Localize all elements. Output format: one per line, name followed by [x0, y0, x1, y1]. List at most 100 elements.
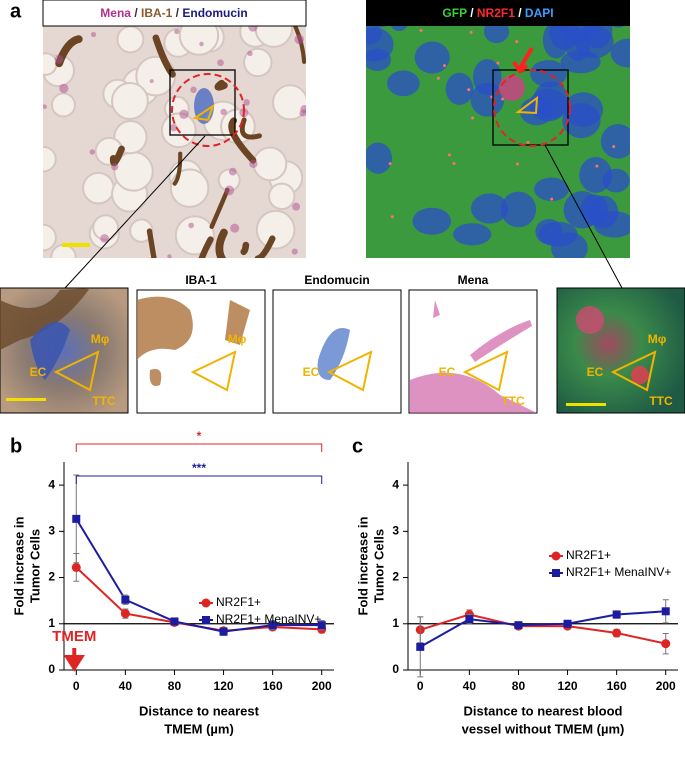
x-tick-label: 0: [73, 679, 80, 693]
dot: [299, 109, 306, 117]
triangle: [192, 103, 215, 122]
dot: [501, 97, 505, 101]
stain: [146, 228, 157, 258]
zoom-box: [169, 69, 236, 136]
legend-label: NR2F1+ MenaINV+: [566, 565, 671, 579]
x-tick-label: 120: [214, 679, 234, 693]
marker: [514, 621, 523, 630]
caption: Mena / IBA-1 / Endomucin: [100, 6, 247, 20]
stain: [0, 288, 90, 350]
x-tick-label: 200: [312, 679, 332, 693]
dot: [149, 79, 154, 84]
tmem-label: TMEM: [52, 628, 96, 645]
marker: [170, 617, 179, 626]
x-tick-label: 80: [168, 679, 182, 693]
marker: [661, 639, 671, 649]
nucleus: [366, 142, 392, 174]
nucleus: [453, 223, 492, 246]
y-axis-label: Tumor Cells: [371, 529, 386, 603]
cell: [267, 182, 296, 211]
panel-label: a: [10, 0, 22, 22]
dot: [292, 202, 301, 211]
y-axis-label: Fold increase in: [11, 516, 26, 615]
caption: GFP / NR2F1 / DAPI: [442, 6, 553, 20]
nucleus: [631, 366, 649, 384]
nucleus: [387, 70, 420, 97]
nucleus: [542, 21, 570, 59]
nucleus: [470, 193, 509, 224]
cell: [111, 82, 149, 120]
caption-part: IBA-1: [141, 6, 173, 20]
y-tick-label: 2: [392, 570, 399, 584]
triangle: [515, 95, 539, 115]
marker: [563, 619, 572, 628]
marker: [72, 514, 81, 523]
cell: [43, 223, 57, 252]
scale-bar: [566, 403, 606, 406]
dot: [59, 83, 69, 94]
inset-label: EC: [303, 365, 320, 379]
y-tick-label: 2: [48, 570, 55, 584]
inset-label: Mφ: [91, 332, 110, 346]
series-line: [75, 518, 322, 633]
nucleus: [551, 232, 588, 258]
panel-label: c: [352, 435, 363, 457]
caption-part: Mena: [100, 6, 131, 20]
marker: [120, 609, 130, 619]
cell: [50, 243, 77, 258]
nucleus: [414, 41, 450, 74]
stain: [214, 79, 228, 91]
x-tick-label: 0: [417, 679, 424, 693]
marker: [416, 642, 425, 651]
scale-bar: [62, 243, 90, 247]
nucleus: [412, 207, 452, 235]
dot: [100, 234, 109, 243]
nucleus: [534, 177, 569, 202]
cell: [50, 92, 76, 118]
inset-label: TTC: [92, 394, 116, 408]
caption-part: /: [172, 6, 182, 20]
dot: [496, 61, 500, 65]
fluorescence-image: [366, 0, 630, 258]
cell: [116, 25, 145, 54]
nucleus: [576, 306, 604, 334]
x-tick-label: 120: [558, 679, 578, 693]
dot: [174, 28, 180, 35]
nucleus: [562, 102, 601, 139]
stain: [109, 145, 125, 167]
x-tick-label: 40: [463, 679, 477, 693]
dot: [54, 54, 64, 64]
caption-part: Endomucin: [182, 6, 247, 20]
y-axis-label: Fold increase in: [355, 516, 370, 615]
y-tick-label: 4: [48, 477, 55, 491]
stain: [215, 228, 228, 258]
inset-label: EC: [439, 365, 456, 379]
marker: [661, 607, 670, 616]
dot: [452, 162, 456, 166]
nucleus: [445, 72, 474, 106]
dot: [230, 223, 240, 233]
dot: [90, 31, 97, 38]
marker: [612, 610, 621, 619]
panel-label: b: [10, 435, 22, 457]
dot: [443, 64, 447, 68]
tmem-circle: [171, 73, 245, 147]
marker: [219, 627, 228, 636]
dot: [220, 108, 227, 116]
dot: [43, 104, 47, 109]
series-line: [419, 610, 666, 648]
inset-title: IBA-1: [185, 273, 217, 287]
inset-label: EC: [587, 365, 604, 379]
triangle: [610, 350, 657, 392]
dot: [471, 116, 475, 120]
cell: [272, 84, 306, 121]
caption-part: DAPI: [525, 6, 554, 20]
caption-part: GFP: [442, 6, 467, 20]
cell: [43, 145, 57, 173]
y-tick-label: 3: [48, 524, 55, 538]
nucleus: [610, 38, 630, 68]
dot: [612, 145, 616, 149]
legend-label: NR2F1+: [566, 548, 611, 562]
inset-label: Mφ: [648, 332, 667, 346]
x-axis-label: Distance to nearest blood: [464, 703, 623, 718]
